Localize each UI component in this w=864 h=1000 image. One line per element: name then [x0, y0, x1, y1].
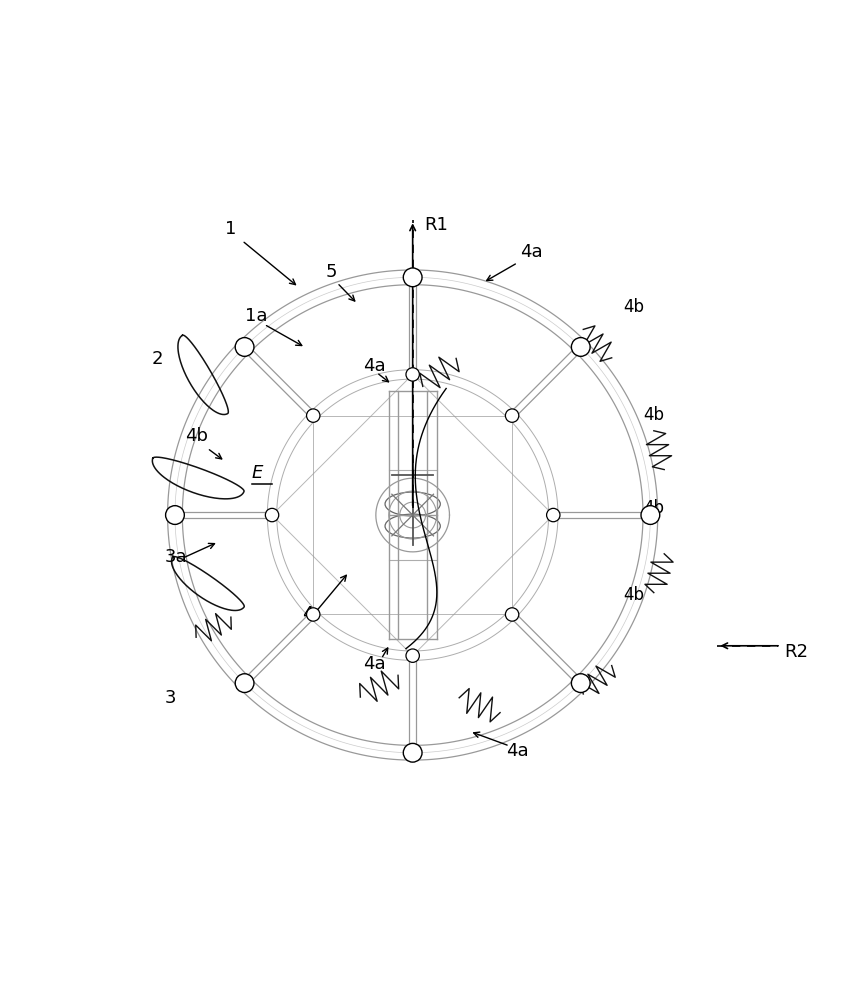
Circle shape [505, 409, 518, 422]
Circle shape [505, 608, 518, 621]
Text: 1a: 1a [245, 307, 268, 325]
Circle shape [641, 506, 660, 524]
Text: 4a: 4a [363, 655, 385, 673]
Circle shape [235, 674, 254, 693]
Circle shape [571, 338, 590, 356]
Circle shape [265, 508, 279, 522]
Text: 4b: 4b [624, 586, 645, 604]
Text: R1: R1 [425, 216, 448, 234]
Circle shape [235, 338, 254, 356]
Text: 4b: 4b [644, 406, 664, 424]
Circle shape [547, 508, 560, 522]
Text: 4a: 4a [363, 357, 385, 375]
Text: 4a: 4a [506, 742, 529, 760]
Text: 4b: 4b [644, 499, 664, 517]
Text: 4a: 4a [520, 243, 543, 261]
Text: 5: 5 [326, 263, 337, 281]
Circle shape [571, 674, 590, 693]
Text: R2: R2 [785, 643, 809, 661]
Text: 1: 1 [226, 220, 237, 238]
Text: 3a: 3a [165, 548, 187, 566]
Text: 4b: 4b [185, 427, 208, 445]
Text: 2: 2 [151, 350, 163, 368]
Circle shape [166, 506, 184, 524]
Circle shape [406, 368, 419, 381]
Circle shape [307, 409, 320, 422]
Circle shape [403, 743, 422, 762]
Text: 4: 4 [302, 605, 314, 623]
Circle shape [403, 268, 422, 287]
Circle shape [406, 649, 419, 662]
Circle shape [307, 608, 320, 621]
Text: 3: 3 [165, 689, 176, 707]
Text: E: E [252, 464, 264, 482]
Text: 4b: 4b [624, 298, 645, 316]
